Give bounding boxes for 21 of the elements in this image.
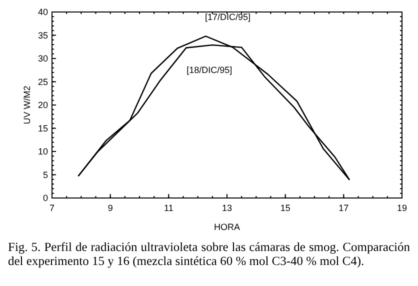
x-tick-label: 17 bbox=[338, 203, 349, 213]
y-tick-label: 5 bbox=[42, 170, 48, 180]
x-tick-label: 19 bbox=[396, 203, 408, 213]
y-tick-label: 10 bbox=[38, 146, 48, 156]
y-tick-label: 15 bbox=[38, 123, 48, 134]
y-tick-label: 20 bbox=[38, 100, 48, 110]
y-axis-title: UV W/M2 bbox=[22, 86, 32, 124]
series-label: [18/DIC/95] bbox=[186, 65, 232, 76]
x-tick-label: 15 bbox=[280, 203, 290, 213]
x-tick-label: 13 bbox=[222, 203, 232, 213]
y-tick-label: 40 bbox=[38, 7, 48, 17]
y-tick-label: 30 bbox=[38, 54, 48, 64]
x-tick-label: 11 bbox=[164, 203, 174, 213]
y-tick-label: 25 bbox=[38, 76, 48, 87]
caption: Fig. 5. Perfil de radiación ultravioleta sobre las cámaras de smog. Comparación del experimento 15 y 16 (mezcla sintética 60 % mol C3-40 % mol C4). bbox=[8, 240, 410, 268]
legend-label: [17/DIC/95] bbox=[204, 12, 250, 22]
y-tick-label: 35 bbox=[38, 30, 48, 40]
x-tick-label: 9 bbox=[108, 203, 113, 213]
y-tick-label: 0 bbox=[42, 193, 48, 203]
x-axis-title: HORA bbox=[214, 222, 240, 232]
x-tick-label: 7 bbox=[49, 203, 55, 213]
